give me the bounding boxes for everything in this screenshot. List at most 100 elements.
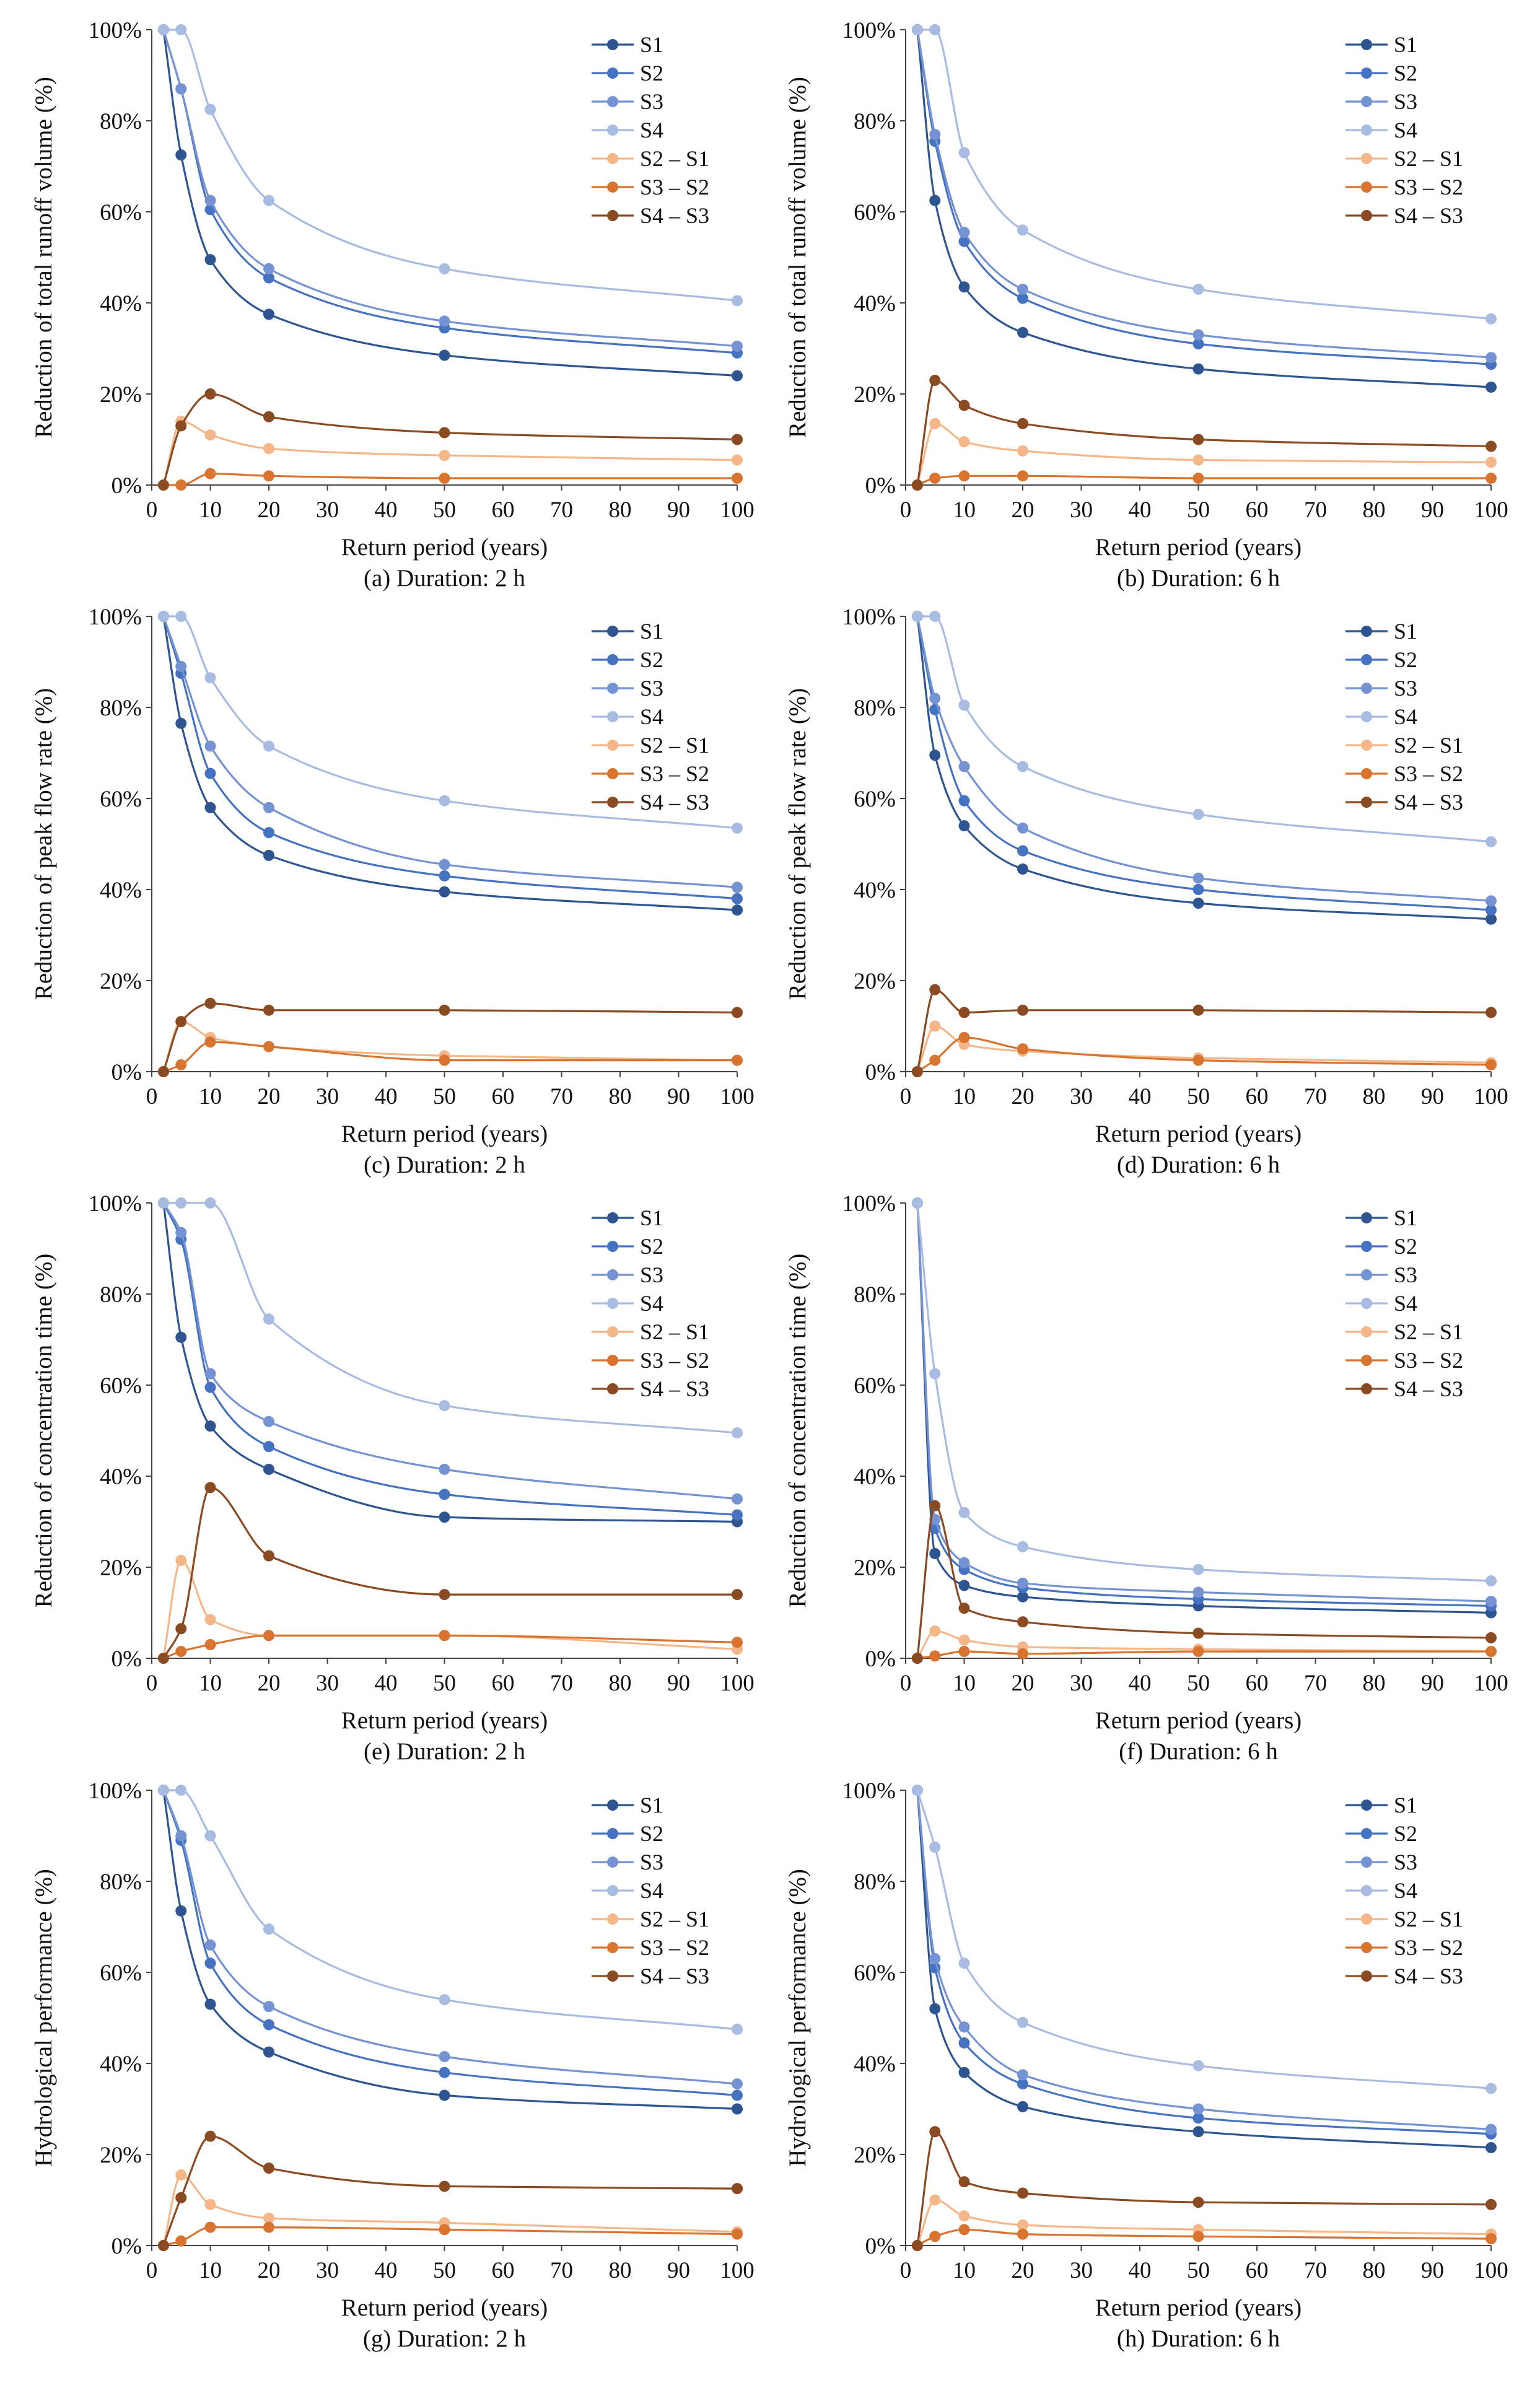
legend-item: S4 – S3 xyxy=(592,1376,709,1401)
legend-item: S4 xyxy=(592,1291,663,1316)
x-axis-title: Return period (years) xyxy=(1095,1707,1302,1734)
data-point xyxy=(1017,2016,1028,2028)
data-point xyxy=(1485,381,1497,393)
y-tick-label: 100% xyxy=(89,1778,142,1804)
legend-swatch-marker xyxy=(1361,1913,1372,1925)
x-tick-label: 70 xyxy=(550,1084,573,1109)
data-point xyxy=(732,904,743,916)
x-tick-label: 40 xyxy=(1129,1084,1152,1109)
data-point xyxy=(1017,761,1028,772)
legend-item: S3 xyxy=(1345,676,1417,701)
series-s2-s1 xyxy=(157,1554,743,1664)
data-point xyxy=(175,611,187,622)
data-point xyxy=(1017,863,1028,875)
series-s1 xyxy=(911,1785,1497,2153)
data-point xyxy=(1017,2187,1028,2199)
x-tick-label: 50 xyxy=(1187,1084,1210,1109)
data-point xyxy=(204,1998,216,2010)
data-point xyxy=(439,2050,450,2062)
series-line xyxy=(163,2226,738,2247)
legend-swatch-marker xyxy=(607,1383,618,1394)
legend-swatch-marker xyxy=(1361,68,1372,79)
data-point xyxy=(958,227,970,238)
x-tick-label: 90 xyxy=(1421,1671,1444,1696)
y-tick-label: 40% xyxy=(100,291,142,317)
data-point xyxy=(929,2194,941,2206)
legend-swatch-marker xyxy=(607,125,618,136)
legend-item: S1 xyxy=(1345,1793,1417,1817)
data-point xyxy=(911,1785,923,1796)
x-tick-label: 90 xyxy=(1421,497,1444,523)
series-line xyxy=(916,1202,1492,1582)
data-point xyxy=(439,2089,450,2101)
legend-swatch-marker xyxy=(1361,96,1372,107)
legend-item: S3 xyxy=(592,1262,663,1287)
data-point xyxy=(1017,1043,1028,1055)
x-tick-label: 30 xyxy=(1070,1671,1093,1696)
data-point xyxy=(263,849,274,861)
x-tick-label: 80 xyxy=(1363,1671,1386,1696)
x-tick-label: 0 xyxy=(146,2258,158,2283)
y-tick-label: 20% xyxy=(854,382,896,408)
data-point xyxy=(263,1313,274,1325)
legend-swatch-marker xyxy=(1361,182,1372,193)
series-s4-s3 xyxy=(911,984,1497,1077)
x-axis-title: Return period (years) xyxy=(1095,1121,1302,1147)
y-tick-label: 80% xyxy=(100,1282,142,1308)
x-tick-label: 40 xyxy=(375,1084,398,1109)
y-tick-label: 100% xyxy=(842,1191,896,1217)
data-point xyxy=(204,1614,216,1625)
x-tick-label: 50 xyxy=(433,2258,456,2283)
legend-item: S2 xyxy=(592,1234,663,1259)
legend-label: S2 – S1 xyxy=(1394,146,1463,171)
data-point xyxy=(157,1785,169,1796)
data-point xyxy=(929,472,941,484)
legend-label: S2 – S1 xyxy=(1394,1319,1463,1344)
data-point xyxy=(439,472,450,484)
data-point xyxy=(439,427,450,439)
x-tick-label: 0 xyxy=(146,497,158,523)
legend-item: S3 – S2 xyxy=(1345,1935,1463,1960)
series-s3-s2 xyxy=(157,2221,743,2251)
data-point xyxy=(958,1580,970,1591)
legend-label: S2 xyxy=(1394,61,1417,85)
data-point xyxy=(958,699,970,711)
legend-label: S2 xyxy=(640,1821,663,1846)
legend-item: S1 xyxy=(1345,1205,1417,1230)
legend-label: S1 xyxy=(640,1205,663,1230)
legend-swatch-marker xyxy=(1361,1326,1372,1337)
series-s2 xyxy=(911,611,1497,916)
data-point xyxy=(263,2163,274,2174)
data-point xyxy=(263,1441,274,1453)
x-tick-label: 40 xyxy=(375,2258,398,2283)
data-point xyxy=(1017,1577,1028,1589)
legend-label: S2 xyxy=(640,61,663,85)
data-point xyxy=(175,1554,187,1566)
y-tick-label: 60% xyxy=(100,1961,142,1986)
data-point xyxy=(263,1415,274,1427)
data-point xyxy=(263,1630,274,1642)
x-tick-label: 90 xyxy=(667,1084,690,1109)
data-point xyxy=(958,2067,970,2078)
legend-swatch-marker xyxy=(607,683,618,694)
data-point xyxy=(204,1420,216,1432)
data-point xyxy=(1192,2112,1204,2124)
x-tick-label: 100 xyxy=(720,2258,755,2283)
x-tick-label: 50 xyxy=(1187,1671,1210,1696)
x-tick-label: 30 xyxy=(316,2258,339,2283)
y-axis-title: Reduction of total runoff volume (%) xyxy=(784,77,811,438)
legend-item: S3 – S2 xyxy=(1345,175,1463,199)
legend-item: S2 – S1 xyxy=(1345,1907,1463,1931)
data-point xyxy=(929,129,941,141)
series-s2-s1 xyxy=(911,1020,1497,1077)
legend-label: S4 – S3 xyxy=(640,1964,709,1988)
data-point xyxy=(1485,2233,1497,2244)
data-point xyxy=(157,1653,169,1664)
data-point xyxy=(732,1493,743,1505)
data-point xyxy=(204,672,216,684)
legend-label: S4 – S3 xyxy=(640,790,709,815)
data-point xyxy=(732,340,743,352)
data-point xyxy=(1017,1591,1028,1603)
legend-swatch-marker xyxy=(607,1800,618,1811)
x-tick-label: 50 xyxy=(433,1671,456,1696)
